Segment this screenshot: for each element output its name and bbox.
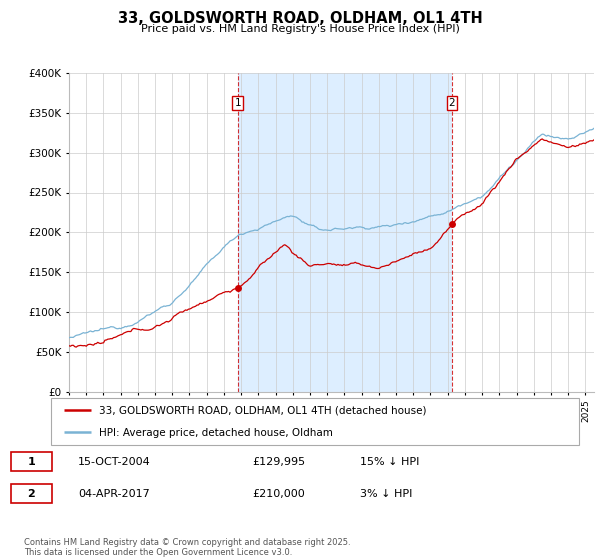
Text: Contains HM Land Registry data © Crown copyright and database right 2025.
This d: Contains HM Land Registry data © Crown c…	[24, 538, 350, 557]
Text: 2: 2	[449, 98, 455, 108]
Text: 33, GOLDSWORTH ROAD, OLDHAM, OL1 4TH: 33, GOLDSWORTH ROAD, OLDHAM, OL1 4TH	[118, 11, 482, 26]
Text: 3% ↓ HPI: 3% ↓ HPI	[360, 488, 412, 498]
FancyBboxPatch shape	[11, 452, 52, 471]
Text: 15-OCT-2004: 15-OCT-2004	[78, 456, 151, 466]
Text: 33, GOLDSWORTH ROAD, OLDHAM, OL1 4TH (detached house): 33, GOLDSWORTH ROAD, OLDHAM, OL1 4TH (de…	[98, 406, 426, 416]
Text: 04-APR-2017: 04-APR-2017	[78, 488, 150, 498]
Text: 1: 1	[235, 98, 241, 108]
Text: 1: 1	[28, 456, 35, 466]
FancyBboxPatch shape	[11, 484, 52, 503]
Text: HPI: Average price, detached house, Oldham: HPI: Average price, detached house, Oldh…	[98, 428, 332, 438]
Text: £210,000: £210,000	[252, 488, 305, 498]
Text: 15% ↓ HPI: 15% ↓ HPI	[360, 456, 419, 466]
Text: £129,995: £129,995	[252, 456, 305, 466]
Text: Price paid vs. HM Land Registry's House Price Index (HPI): Price paid vs. HM Land Registry's House …	[140, 24, 460, 34]
Text: 2: 2	[28, 488, 35, 498]
Bar	[238, 73, 452, 392]
